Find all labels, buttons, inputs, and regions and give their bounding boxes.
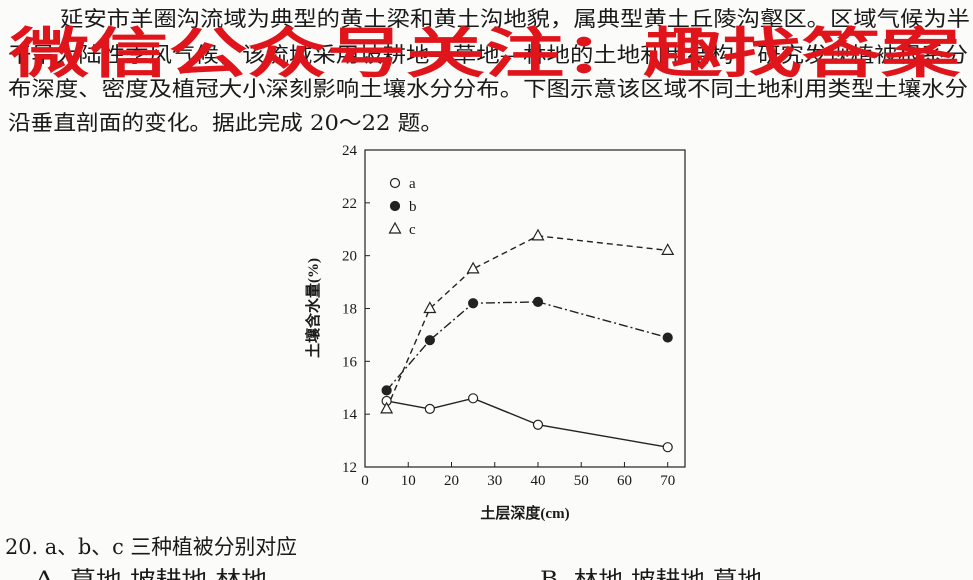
option: A. 草地 坡耕地 林地 [34, 567, 267, 580]
x-tick-label: 10 [401, 473, 416, 489]
x-axis-label: 土层深度(cm) [480, 504, 569, 522]
passage-line: 延安市羊圈沟流域为典型的黄土梁和黄土沟地貌，属典型黄土丘陵沟壑区。区域气候为半 [60, 7, 970, 31]
point [380, 401, 394, 414]
point [662, 442, 673, 453]
passage-line: 沿垂直剖面的变化。据此完成 20～22 题。 [8, 111, 443, 135]
legend-label: b [409, 199, 417, 215]
point [662, 332, 673, 343]
point [532, 419, 544, 430]
series-line [385, 235, 668, 410]
point [381, 385, 392, 396]
point [531, 228, 545, 241]
y-tick-label: 16 [342, 354, 358, 370]
series-line [386, 301, 668, 391]
point [661, 243, 675, 255]
point [423, 301, 437, 314]
x-tick-label: 50 [574, 473, 589, 489]
legend-label: a [409, 176, 416, 192]
point [424, 403, 435, 414]
watermark: 微信公众号关注：趣找答案 [9, 22, 962, 85]
x-tick-label: 40 [530, 473, 545, 489]
x-tick-label: 0 [361, 473, 369, 489]
passage-line: 布深度、密度及植冠大小深刻影响土壤水分分布。下图示意该区域不同土地利用类型土壤水… [8, 77, 968, 101]
chart: 土层深度(cm) 土壤含水量(%) 12 14 16 18 20 22 24 0 10 20 30 4… [304, 143, 686, 522]
y-tick-label: 22 [342, 196, 357, 212]
y-tick-label: 20 [342, 249, 357, 265]
point [466, 261, 480, 274]
y-axis-label: 土壤含水量(%) [304, 258, 322, 358]
legend-label: c [409, 222, 416, 238]
legend-marker [388, 221, 402, 234]
y-tick-label: 18 [342, 302, 357, 318]
option: B. 林地 坡耕地 草地 [540, 567, 762, 580]
legend-marker [389, 200, 401, 212]
passage-line: 干旱大陆性季风气候，该流域采用坡耕地—草地—林地的土地利用结构，研究发现植被根系… [8, 43, 968, 67]
x-tick-label: 60 [617, 473, 632, 489]
point [468, 298, 479, 309]
x-tick-label: 70 [660, 473, 675, 489]
question-stem: 20. a、b、c 三种植被分别对应 [5, 535, 297, 559]
point [468, 393, 479, 404]
x-tick-label: 30 [487, 473, 502, 489]
legend-marker [389, 177, 401, 189]
point [532, 296, 544, 307]
y-tick-label: 14 [342, 407, 358, 423]
x-tick-label: 20 [444, 473, 459, 489]
y-tick-label: 12 [342, 460, 357, 476]
y-tick-label: 24 [342, 143, 358, 159]
point [424, 335, 435, 346]
